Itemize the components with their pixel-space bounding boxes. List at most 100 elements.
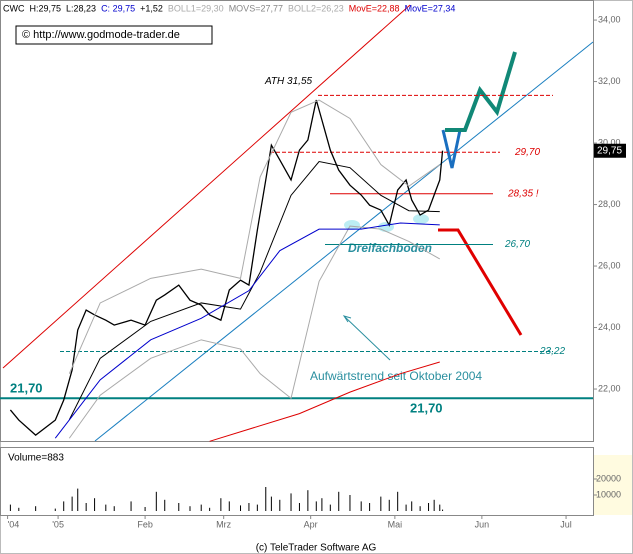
volume-bar [35,506,37,511]
trend-channel-upper [2,4,411,369]
level-label: 21,70 [410,401,443,416]
legend-entry: CWC [3,3,25,13]
series-line [68,99,441,374]
x-tick-label: '05 [52,519,64,529]
y-tick-label: 22,00 [598,383,621,393]
volume-bar [228,501,230,511]
legend-entry: H:29,75 [30,3,62,13]
legend-entry: L:28,23 [66,3,96,13]
volume-bar [442,509,444,511]
x-tick-label: Mrz [216,519,231,529]
volume-bar [290,493,292,511]
volume-bar [265,487,267,511]
volume-bar [164,499,166,511]
volume-bar [71,496,73,511]
legend-entry: BOLL1=29,30 [168,3,224,13]
series-line [54,222,440,439]
volume-title: Volume=883 [8,453,64,464]
volume-bar [315,501,317,511]
legend-entry: +1,52 [140,3,163,13]
annotation-arrow [344,316,391,361]
series-line [68,225,441,439]
volume-bar [54,508,56,511]
y-tick-label: 30,00 [598,137,621,147]
volume-bar [349,495,351,511]
annotation: Dreifachboden [348,241,432,255]
level-label: ATH 31,55 [264,76,312,87]
volume-bar [256,504,258,511]
y-tick-label: 28,00 [598,199,621,209]
volume-bar [9,504,11,511]
watermark-box [15,25,213,45]
volume-bar [380,496,382,511]
volume-bar [240,505,242,511]
volume-bar [113,506,115,511]
price-panel [0,0,594,442]
trend-line-lower [94,41,594,442]
volume-bar [428,503,430,511]
series-line [9,99,444,437]
volume-bar [270,496,272,511]
bottom-marker [344,220,360,230]
bottom-marker [413,214,429,224]
volume-bar [130,501,132,511]
volume-bar [178,503,180,511]
volume-bar [307,490,309,511]
volume-bar [439,504,441,511]
level-label: 21,70 [10,381,43,396]
legend-entry: C: 29,75 [101,3,135,13]
volume-bar [77,488,79,511]
volume-bar [248,503,250,511]
volume-bar [189,506,191,511]
volume-panel [0,447,594,516]
x-tick-label: Apr [304,519,318,529]
x-tick-label: Jun [475,519,490,529]
volume-bar [397,491,399,511]
series-line [68,160,440,421]
y-tick-label: 34,00 [598,14,621,24]
volume-bar [144,507,146,511]
volume-bar [85,503,87,511]
volume-bar [63,501,65,511]
last-price-box [594,143,626,158]
legend-entry: MOVS=27,77 [229,3,283,13]
volume-bar [360,501,362,511]
volume-bar [18,507,20,511]
level-label: 29,70 [514,147,540,158]
level-label: 23,22 [539,346,565,357]
y-tick-label: 24,00 [598,322,621,332]
x-tick-label: Jul [560,519,572,529]
y-tick-label: 10000 [596,489,621,499]
volume-bar [338,491,340,511]
bottom-marker [378,222,394,232]
volume-bar [200,504,202,511]
x-tick-label: '04 [8,519,20,529]
legend-entry: MovE=27,34 [405,3,456,13]
volume-bar [279,499,281,511]
y-tick-label: 32,00 [598,76,621,86]
volume-bar [419,506,421,511]
volume-bar [298,503,300,511]
volume-bar [220,498,222,511]
volume-bar [405,504,407,511]
forecast-red [438,228,523,336]
volume-bar [209,507,211,511]
volume-axis-bg [594,455,632,515]
volume-bar [369,503,371,511]
volume-bar [105,504,107,511]
volume-bar [155,491,157,511]
x-tick-label: Mai [388,519,403,529]
volume-bar [94,498,96,511]
level-label: 26,70 [504,239,530,250]
watermark: © http://www.godmode-trader.de [22,29,180,41]
volume-bar [321,498,323,511]
annotation: Aufwärtstrend seit Oktober 2004 [310,369,482,383]
legend-entry: BOLL2=26,23 [288,3,344,13]
forecast-blue [441,129,462,169]
x-tick-label: Feb [137,519,153,529]
volume-bar [411,501,413,511]
level-label: 28,35 ! [507,188,539,199]
forecast-green [445,51,517,132]
last-price-label: 29,75 [597,145,622,156]
